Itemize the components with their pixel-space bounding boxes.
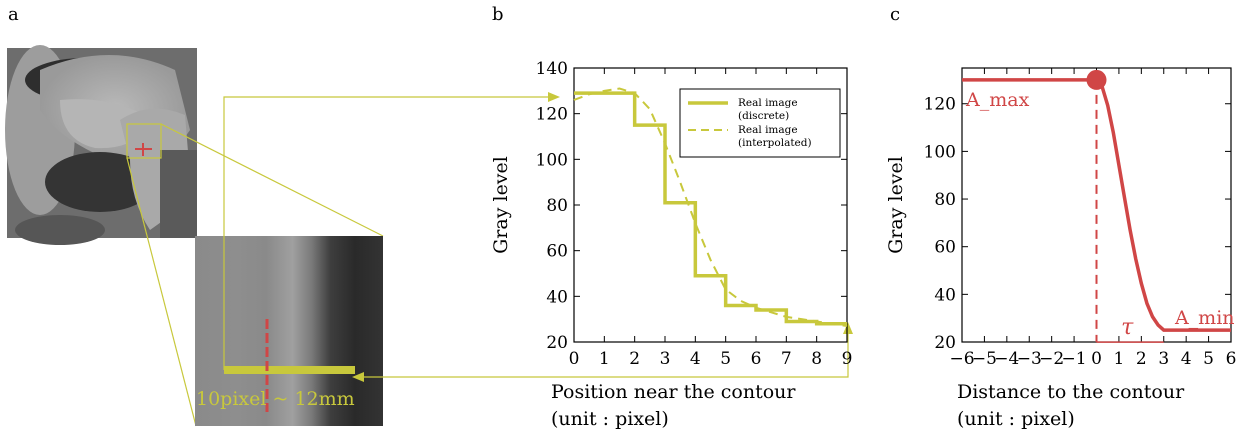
chart-c-xlabel-line2: (unit : pixel): [957, 408, 1075, 430]
x-tick-label: 9: [842, 349, 853, 369]
roi-box: [126, 123, 162, 159]
legend-label-discrete-1: Real image: [738, 97, 798, 109]
y-tick-label: 120: [536, 105, 568, 125]
x-tick-label: −4: [994, 349, 1019, 369]
y-tick-label: 40: [546, 287, 568, 307]
chart-c-xlabel-line1: Distance to the contour: [957, 381, 1185, 403]
x-tick-label: 2: [629, 349, 640, 369]
series-interpolated-line: [573, 87, 848, 328]
x-tick-label: −6: [949, 349, 974, 369]
x-tick-label: 3: [1158, 349, 1169, 369]
mri-image: [5, 45, 197, 245]
x-tick-label: 4: [690, 349, 701, 369]
y-tick-label: 40: [934, 285, 956, 305]
x-tick-label: 6: [751, 349, 762, 369]
chart-b: 0 1 2 3 4 5 6 7 8 9 20 40 60 80 100 120 140 Real image (…: [490, 59, 852, 430]
chart-b-xlabel-line2: (unit : pixel): [551, 408, 669, 430]
x-tick-label: 1: [1114, 349, 1125, 369]
zoom-connector-bottom: [126, 157, 197, 427]
y-tick-label: 60: [546, 242, 568, 262]
x-tick-label: −1: [1062, 349, 1087, 369]
arrow-left-edge: [223, 92, 560, 370]
x-tick-label: 5: [720, 349, 731, 369]
zoom-connector-top: [160, 123, 384, 237]
x-tick-label: 7: [781, 349, 792, 369]
y-tick-label: 80: [546, 196, 568, 216]
zoomed-image: [195, 236, 383, 426]
x-tick-label: 6: [1226, 349, 1237, 369]
y-tick-label: 100: [536, 150, 568, 170]
a-max-label: A_max: [965, 89, 1030, 111]
y-tick-label: 100: [924, 142, 956, 162]
y-tick-label: 140: [536, 59, 568, 79]
chart-b-ylabel: Gray level: [490, 156, 512, 254]
y-tick-label: 120: [924, 95, 956, 115]
chart-b-axes: 0 1 2 3 4 5 6 7 8 9 20 40 60 80 100 120 140: [536, 59, 853, 369]
x-tick-label: −2: [1039, 349, 1064, 369]
y-tick-label: 80: [934, 190, 956, 210]
x-tick-label: −3: [1017, 349, 1042, 369]
x-tick-label: −5: [972, 349, 997, 369]
x-tick-label: 8: [811, 349, 822, 369]
x-tick-label: 2: [1136, 349, 1147, 369]
x-tick-label: 4: [1181, 349, 1192, 369]
legend-box: [679, 88, 841, 158]
chart-c-annotations: A_max A_min τ: [965, 89, 1235, 340]
panel-label-a: a: [8, 4, 19, 25]
chart-c-axes: −6−5−4−3−2−1 0 1 2 3 4 5 6 20 40 60 80 100 120: [924, 68, 1237, 369]
y-tick-label: 20: [934, 333, 956, 353]
x-tick-label: 3: [660, 349, 671, 369]
x-tick-label: 0: [569, 349, 580, 369]
legend-label-interpolated-1: Real image: [738, 124, 798, 136]
arrow-right-edge: [352, 322, 853, 382]
x-tick-label: 5: [1203, 349, 1214, 369]
scale-bar: [224, 366, 355, 374]
chart-b-legend: Real image (discrete) Real image (interp…: [679, 88, 841, 158]
panel-label-b: b: [492, 4, 504, 25]
tau-label: τ: [1121, 315, 1134, 340]
a-min-label: A_min: [1174, 307, 1235, 329]
contour-point: [1086, 69, 1107, 90]
y-tick-label: 60: [934, 238, 956, 258]
chart-b-xlabel-line1: Position near the contour: [551, 381, 796, 403]
y-tick-label: 20: [546, 333, 568, 353]
chart-c: −6−5−4−3−2−1 0 1 2 3 4 5 6 20 40 60 80 100 120 A_max …: [885, 67, 1237, 430]
x-tick-label: 1: [599, 349, 610, 369]
chart-b-series: [573, 87, 848, 328]
chart-c-ylabel: Gray level: [885, 156, 907, 254]
sigmoid-curve: [962, 78, 1231, 332]
panel-label-c: c: [890, 4, 900, 25]
chart-c-series: [962, 69, 1231, 343]
series-discrete-line: [574, 91, 847, 326]
x-tick-label: 0: [1091, 349, 1102, 369]
legend-label-discrete-2: (discrete): [738, 110, 789, 122]
scale-bar-label: 10pixel ~ 12mm: [196, 388, 355, 410]
legend-label-interpolated-2: (interpolated): [738, 137, 812, 149]
